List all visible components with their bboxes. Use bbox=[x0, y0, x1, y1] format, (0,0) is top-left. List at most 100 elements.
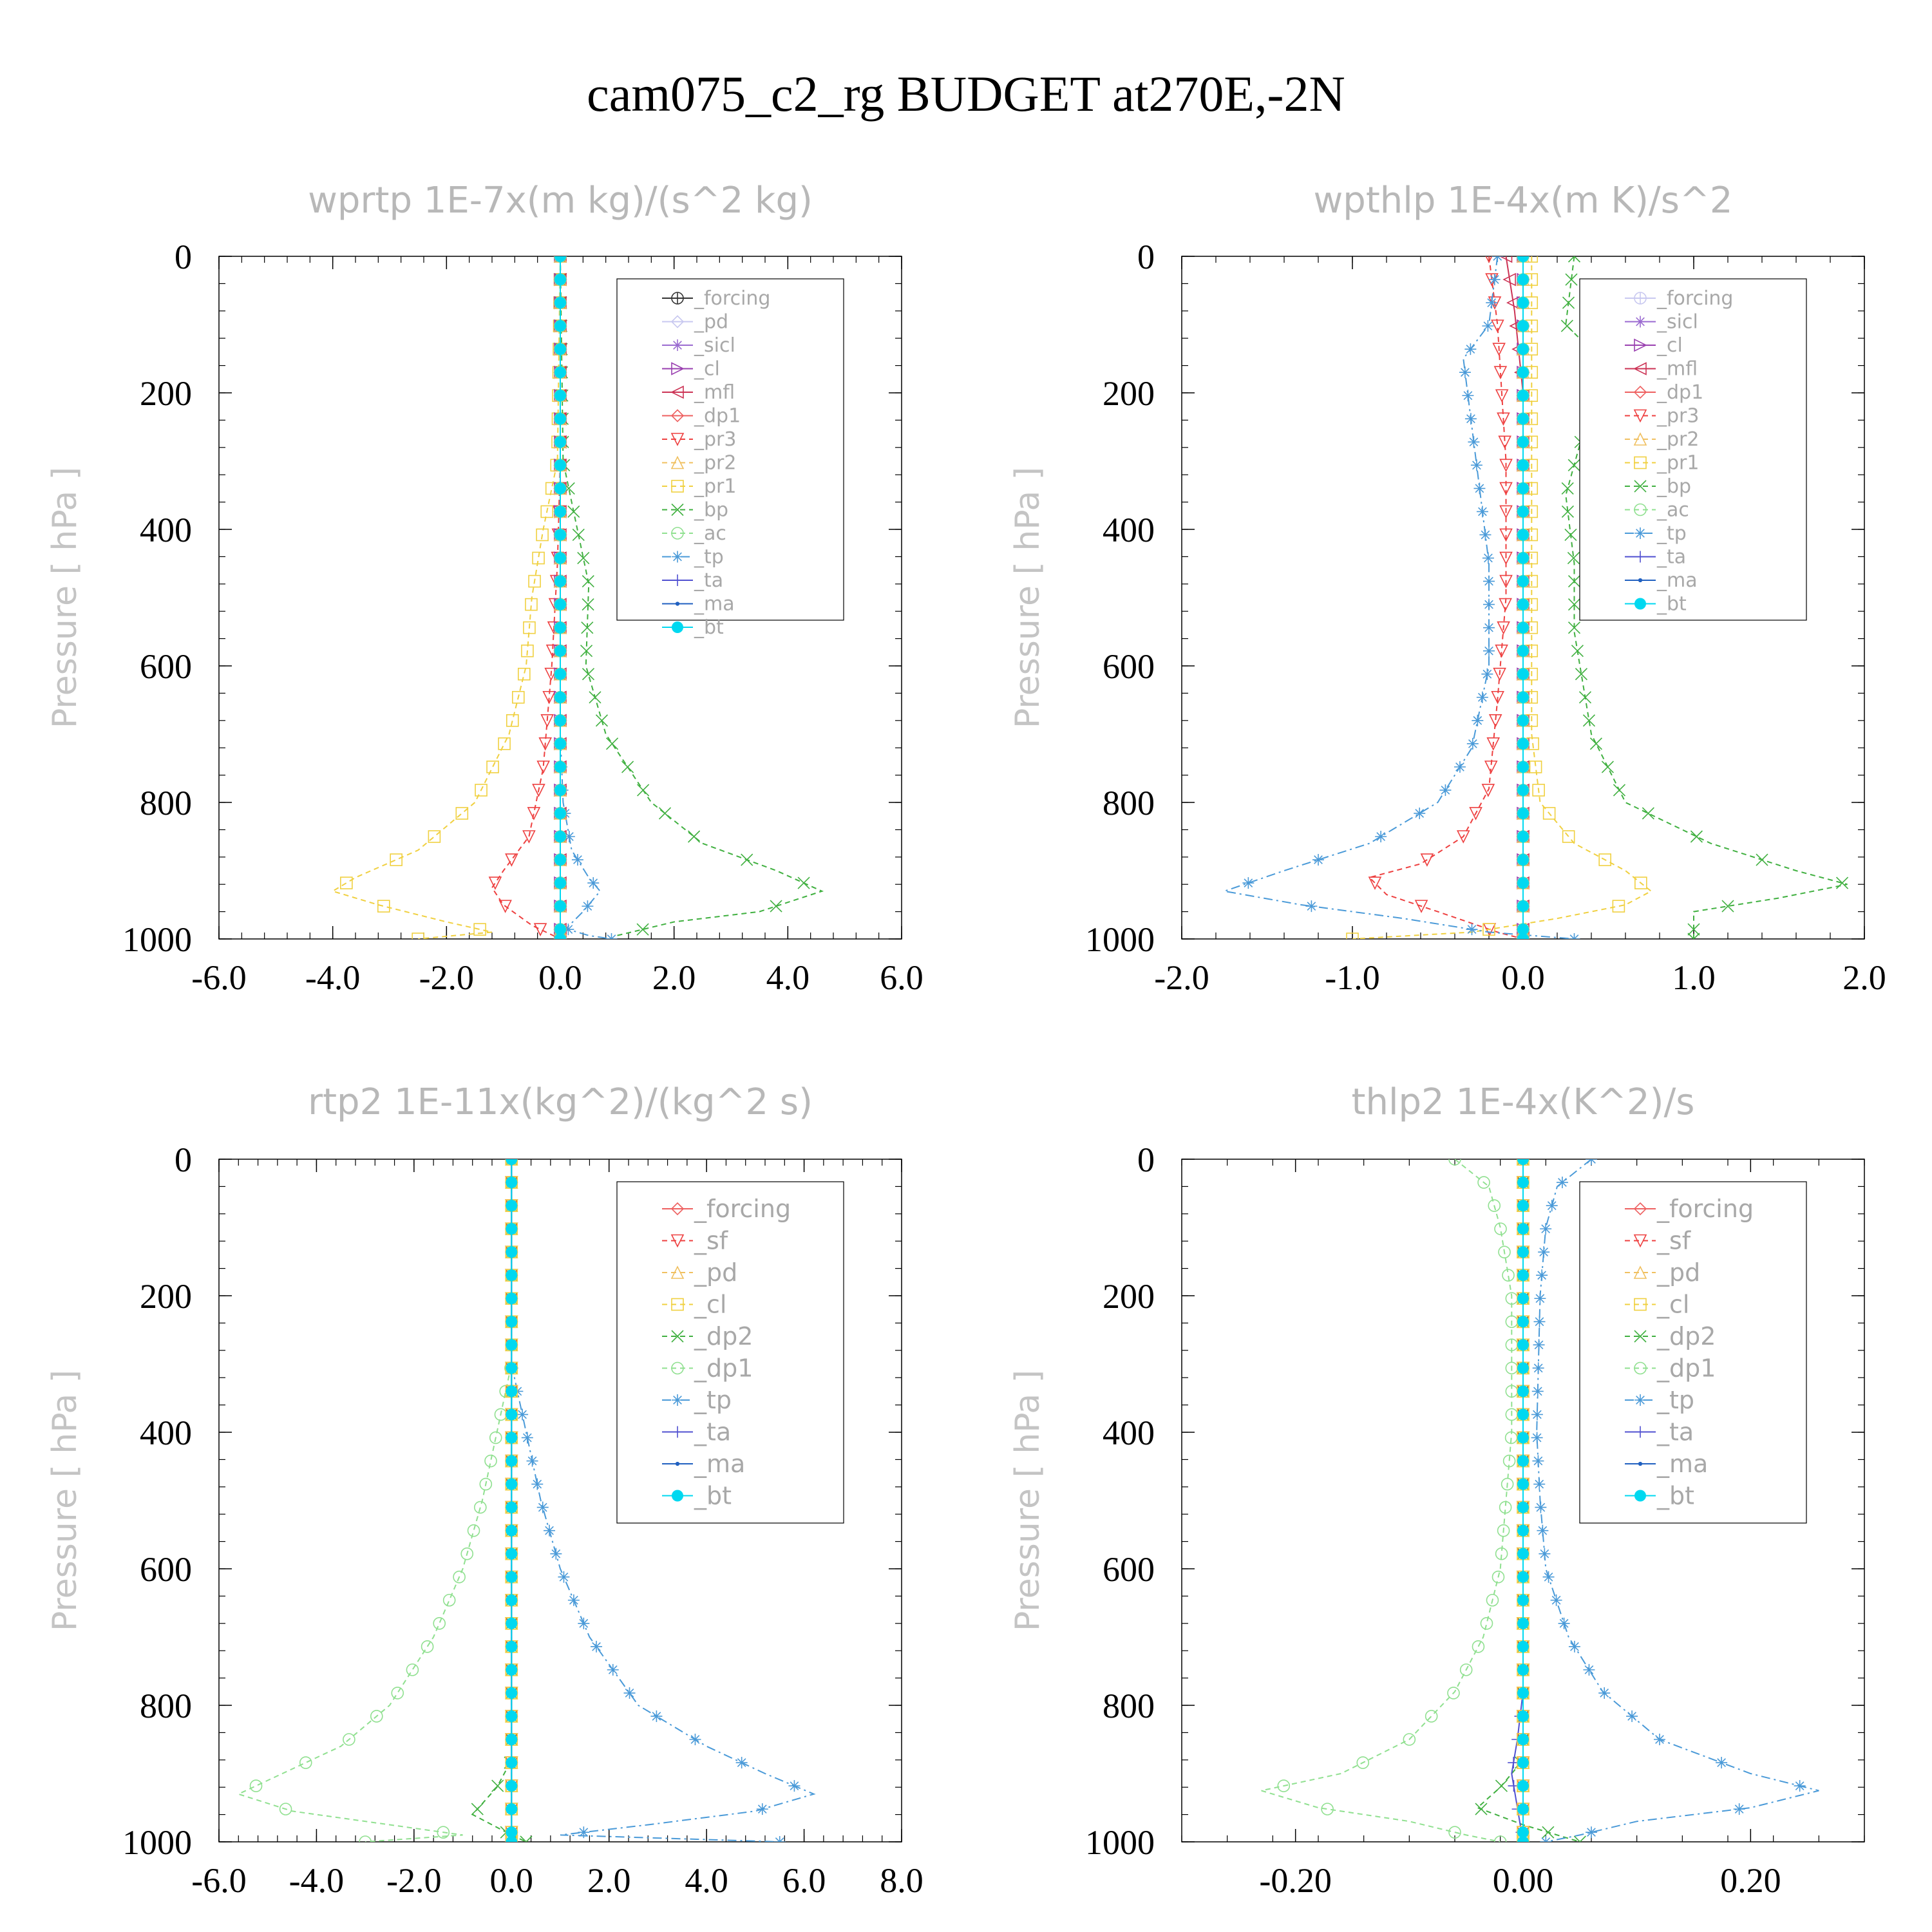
data-point-marker bbox=[1567, 551, 1580, 565]
series-group bbox=[1261, 1159, 1819, 1842]
data-point-marker bbox=[589, 691, 601, 704]
data-point-marker bbox=[1578, 691, 1592, 704]
data-point-marker bbox=[1568, 933, 1580, 939]
data-point-marker bbox=[1571, 645, 1584, 658]
legend-label: _forcing bbox=[694, 1195, 791, 1223]
series-line bbox=[1536, 1159, 1819, 1842]
data-point-marker bbox=[1517, 1408, 1529, 1421]
legend-label: _ma bbox=[694, 1450, 745, 1478]
data-point-marker bbox=[1532, 784, 1545, 797]
data-point-marker bbox=[621, 761, 634, 773]
series-pr3 bbox=[1368, 256, 1530, 939]
x-tick-label: -2.0 bbox=[1154, 958, 1209, 997]
data-point-marker bbox=[1517, 1640, 1529, 1653]
data-point-marker bbox=[506, 1836, 518, 1842]
legend-entry: _ta bbox=[1625, 546, 1686, 569]
legend-label: _bt bbox=[1656, 1482, 1694, 1510]
data-point-marker bbox=[554, 807, 566, 819]
data-point-marker bbox=[741, 853, 753, 866]
legend-label: _tp bbox=[694, 1386, 732, 1414]
data-point-marker bbox=[391, 1687, 404, 1700]
data-point-marker bbox=[377, 900, 390, 913]
data-point-marker bbox=[532, 551, 545, 565]
data-point-marker bbox=[506, 1734, 518, 1745]
data-point-marker bbox=[1425, 1710, 1438, 1723]
legend-marker bbox=[671, 480, 684, 493]
legend-entry: _pr1 bbox=[662, 475, 736, 498]
data-point-marker bbox=[506, 1617, 518, 1629]
data-point-marker bbox=[1499, 528, 1513, 542]
data-point-marker bbox=[1517, 737, 1529, 750]
data-point-marker bbox=[1561, 482, 1574, 495]
data-point-marker bbox=[1536, 1269, 1548, 1282]
y-tick-label: 800 bbox=[140, 1687, 192, 1725]
x-tick-label: -4.0 bbox=[289, 1861, 344, 1900]
legend-entry: _pr2 bbox=[1625, 428, 1699, 451]
data-point-marker bbox=[735, 1757, 748, 1769]
data-point-marker bbox=[1586, 1159, 1597, 1165]
legend: _forcing_pd_sicl_cl_mfl_dp1_pr3_pr2_pr1_… bbox=[616, 278, 844, 639]
legend-marker bbox=[1633, 362, 1647, 375]
x-tick-label: 6.0 bbox=[880, 958, 923, 997]
data-point-marker bbox=[554, 436, 566, 448]
legend-marker bbox=[1633, 1265, 1647, 1279]
legend-label: _mfl bbox=[694, 381, 735, 404]
data-point-marker bbox=[582, 598, 594, 611]
data-point-marker bbox=[1495, 1779, 1508, 1792]
y-tick-label: 400 bbox=[140, 1414, 192, 1452]
data-point-marker bbox=[607, 1663, 619, 1676]
data-point-marker bbox=[1575, 668, 1588, 681]
data-point-marker bbox=[1473, 482, 1486, 495]
data-point-marker bbox=[1533, 1316, 1546, 1328]
data-point-marker bbox=[506, 1548, 518, 1560]
legend-marker bbox=[1634, 1330, 1647, 1343]
series-bt bbox=[554, 256, 566, 939]
data-point-marker bbox=[1517, 274, 1529, 286]
legend-entry: _tp bbox=[1625, 1386, 1694, 1414]
data-point-marker bbox=[1414, 807, 1426, 819]
legend-label: _dp2 bbox=[1656, 1322, 1716, 1350]
data-point-marker bbox=[1539, 1548, 1551, 1560]
legend-label: _pr3 bbox=[1656, 405, 1699, 428]
data-point-marker bbox=[1517, 1687, 1529, 1699]
legend-label: _forcing bbox=[1656, 287, 1733, 310]
data-point-marker bbox=[1690, 830, 1703, 843]
data-point-marker bbox=[525, 598, 538, 611]
data-point-marker bbox=[518, 667, 531, 681]
data-point-marker bbox=[582, 900, 594, 913]
legend-marker bbox=[670, 455, 685, 469]
data-point-marker bbox=[1517, 1316, 1529, 1328]
legend-marker bbox=[1634, 551, 1646, 563]
legend-entry: _bt bbox=[662, 1482, 732, 1510]
data-point-marker bbox=[1483, 621, 1495, 634]
data-point-marker bbox=[1517, 1836, 1529, 1842]
legend-marker bbox=[670, 409, 685, 422]
series-dp2 bbox=[1475, 1159, 1586, 1842]
data-point-marker bbox=[1517, 459, 1529, 471]
data-point-marker bbox=[1517, 1432, 1529, 1444]
data-point-marker bbox=[516, 1408, 529, 1421]
legend-label: _ac bbox=[1656, 499, 1689, 522]
data-point-marker bbox=[506, 1501, 518, 1513]
data-point-marker bbox=[1626, 1710, 1638, 1722]
data-point-marker bbox=[1517, 923, 1529, 936]
data-point-marker bbox=[437, 1826, 450, 1839]
data-point-marker bbox=[473, 923, 486, 936]
data-point-marker bbox=[1499, 482, 1513, 496]
legend-label: _pd bbox=[1656, 1258, 1700, 1287]
y-tick-label: 400 bbox=[140, 511, 192, 549]
data-point-marker bbox=[1491, 690, 1504, 705]
data-point-marker bbox=[1613, 784, 1626, 797]
data-point-marker bbox=[1567, 621, 1581, 634]
y-tick-label: 1000 bbox=[122, 1823, 192, 1862]
legend-label: _bt bbox=[694, 616, 724, 639]
data-point-marker bbox=[1586, 1826, 1597, 1839]
legend-marker bbox=[672, 1490, 683, 1502]
data-point-marker bbox=[554, 256, 566, 262]
data-point-marker bbox=[540, 714, 554, 728]
data-point-marker bbox=[572, 528, 585, 542]
data-point-marker bbox=[1634, 876, 1647, 889]
data-point-marker bbox=[538, 737, 552, 751]
legend-marker bbox=[672, 1426, 683, 1438]
